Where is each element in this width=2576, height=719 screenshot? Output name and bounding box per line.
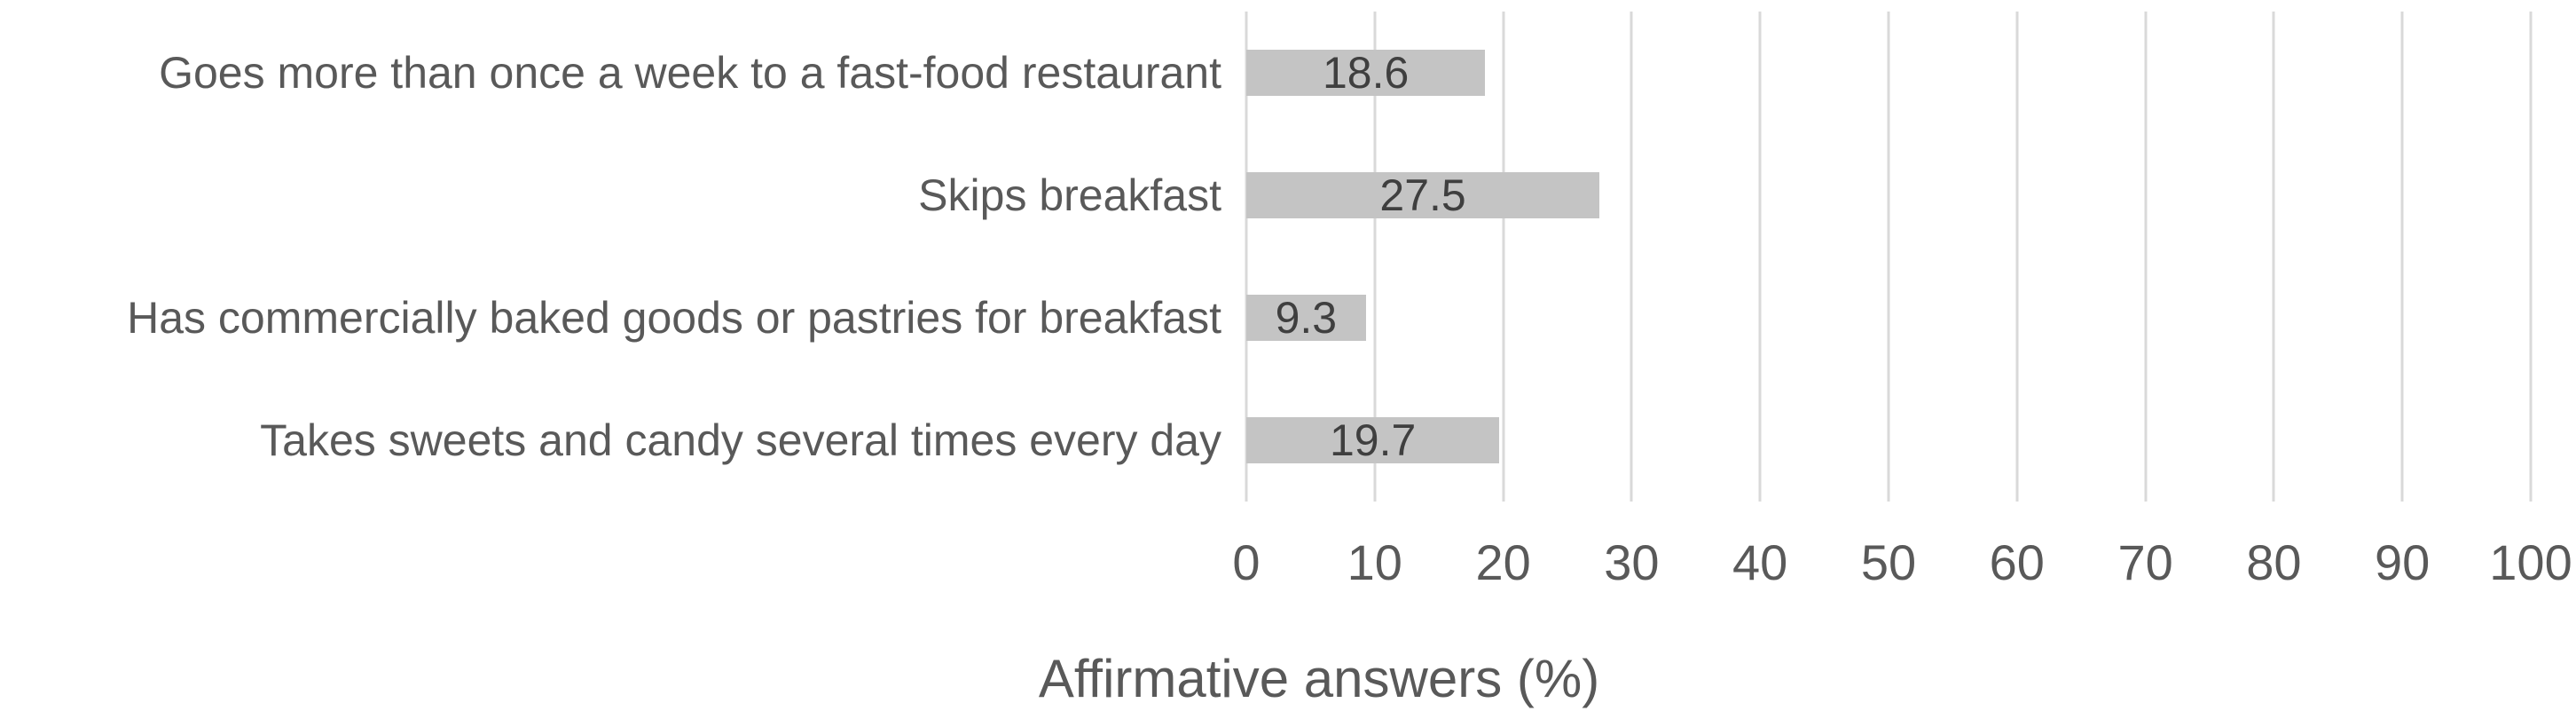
category-label: Has commercially baked goods or pastries… bbox=[127, 292, 1221, 343]
x-axis-title: Affirmative answers (%) bbox=[1038, 649, 1600, 708]
category-label: Takes sweets and candy several times eve… bbox=[260, 415, 1221, 465]
bar-value-label: 27.5 bbox=[1379, 170, 1466, 220]
gridline bbox=[2015, 12, 2019, 502]
bar-value-label: 9.3 bbox=[1275, 293, 1338, 343]
x-tick-label: 60 bbox=[1989, 534, 2045, 590]
gridline bbox=[1502, 12, 1505, 502]
bar-value-label: 18.6 bbox=[1322, 48, 1410, 98]
gridline bbox=[1373, 12, 1377, 502]
x-axis-ticks: 0 10 20 30 40 50 60 70 80 90 100 bbox=[1232, 534, 2572, 593]
x-tick-label: 10 bbox=[1347, 534, 1402, 590]
x-tick-label: 0 bbox=[1232, 534, 1261, 590]
gridline bbox=[2400, 12, 2404, 502]
gridline bbox=[1758, 12, 1762, 502]
x-tick-label: 30 bbox=[1604, 534, 1660, 590]
gridline bbox=[2529, 12, 2533, 502]
bar: 19.7 bbox=[1246, 415, 1500, 465]
x-tick-label: 80 bbox=[2246, 534, 2302, 590]
x-tick-label: 40 bbox=[1732, 534, 1788, 590]
gridline bbox=[1245, 12, 1248, 502]
x-tick-label: 90 bbox=[2375, 534, 2431, 590]
x-tick-label: 100 bbox=[2489, 534, 2572, 590]
gridline bbox=[1887, 12, 1890, 502]
bar: 18.6 bbox=[1246, 48, 1486, 98]
category-label: Goes more than once a week to a fast-foo… bbox=[159, 47, 1221, 98]
gridline bbox=[1630, 12, 1633, 502]
plot-area: 18.6 27.5 9.3 19.7 bbox=[1245, 12, 2533, 502]
gridline bbox=[2144, 12, 2148, 502]
bar: 9.3 bbox=[1246, 295, 1366, 341]
bar-value-label: 19.7 bbox=[1329, 415, 1417, 465]
gridline bbox=[2272, 12, 2275, 502]
x-tick-label: 70 bbox=[2117, 534, 2173, 590]
x-tick-label: 50 bbox=[1860, 534, 1917, 590]
x-tick-label: 20 bbox=[1475, 534, 1531, 590]
category-label: Skips breakfast bbox=[918, 170, 1221, 220]
bar: 27.5 bbox=[1246, 170, 1600, 220]
